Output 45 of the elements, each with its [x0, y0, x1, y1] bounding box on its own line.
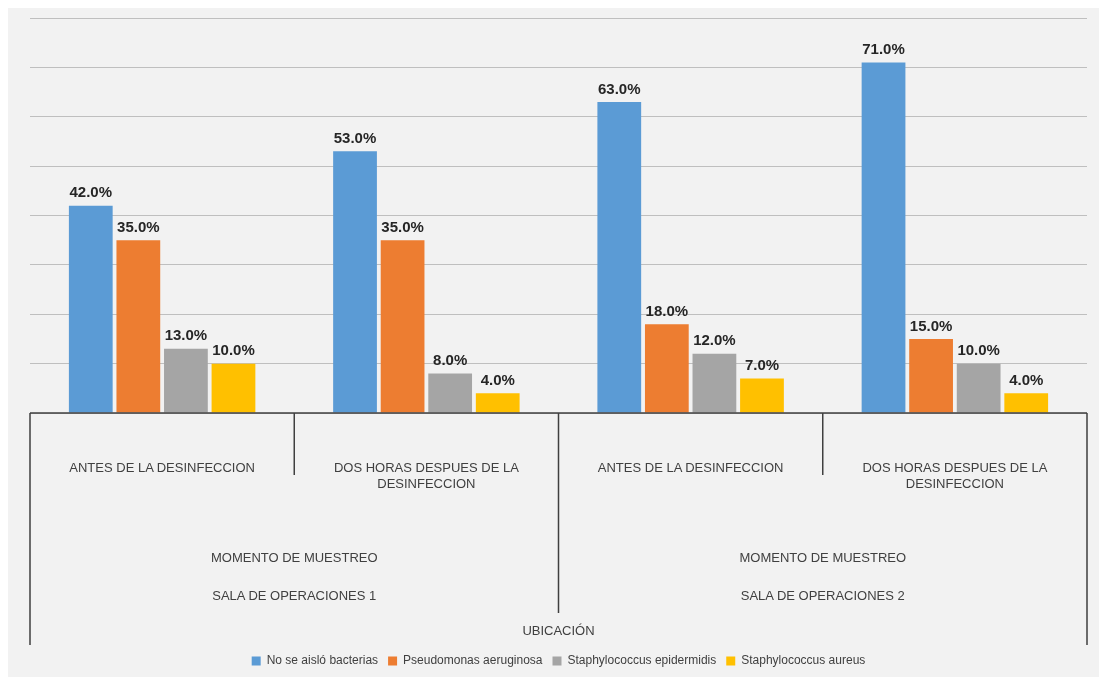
text: SALA DE OPERACIONES 2	[740, 587, 905, 603]
data-label: 15.0%	[909, 316, 953, 334]
data-label: 18.0%	[645, 301, 689, 319]
data-label: 4.0%	[480, 370, 515, 388]
bar	[428, 373, 473, 413]
x-tick-label: ANTES DE LA DESINFECCION	[597, 460, 784, 476]
data-label: 63.0%	[598, 79, 641, 97]
legend-label: No se aisló bacterias	[266, 653, 379, 668]
legend-label: Staphylococcus epidermidis	[567, 653, 717, 668]
data-label: 35.0%	[381, 217, 424, 235]
bar	[740, 378, 784, 413]
text: SALA DE OPERACIONES 1	[212, 587, 377, 603]
bar	[909, 338, 953, 413]
x-tick-label: DOS HORAS DESPUES DE LA DESINFECCION	[333, 460, 520, 491]
bar	[861, 62, 906, 413]
bar	[68, 205, 113, 413]
bar	[597, 101, 642, 413]
text: MOMENTO DE MUESTREO	[739, 549, 907, 565]
bar	[644, 324, 689, 413]
data-label: 35.0%	[117, 217, 160, 235]
bar	[692, 353, 737, 413]
data-label: 7.0%	[744, 356, 780, 374]
data-label: 12.0%	[693, 331, 736, 349]
bar	[1004, 393, 1049, 413]
bar	[380, 240, 425, 413]
legend-label: Pseudomonas aeruginosa	[403, 653, 543, 668]
data-label: 42.0%	[69, 183, 113, 201]
bar	[333, 151, 377, 413]
bar	[956, 363, 1001, 413]
bar	[211, 363, 256, 413]
data-label: 71.0%	[862, 40, 905, 58]
x-tick-label: ANTES DE LA DESINFECCION	[69, 460, 255, 476]
data-label: 10.0%	[957, 341, 1000, 359]
data-label: 53.0%	[333, 128, 377, 146]
data-label: 4.0%	[1009, 370, 1044, 388]
bar	[164, 348, 208, 413]
data-label: 13.0%	[164, 326, 208, 344]
text: UBICACIÓN	[522, 622, 595, 638]
legend-label: Staphylococcus aureus	[741, 653, 866, 668]
bar	[475, 393, 520, 413]
data-label: 8.0%	[433, 351, 468, 369]
bar	[116, 240, 161, 413]
data-label: 10.0%	[212, 341, 255, 359]
x-tick-label: DOS HORAS DESPUES DE LA DESINFECCION	[862, 460, 1048, 491]
text: MOMENTO DE MUESTREO	[210, 549, 378, 565]
